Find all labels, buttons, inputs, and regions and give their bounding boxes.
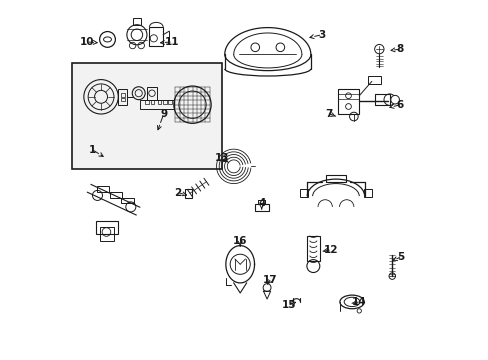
Bar [72,63,222,169]
Bar [145,100,148,104]
Text: 7: 7 [325,109,332,119]
Text: 13: 13 [215,153,229,163]
Bar [163,100,166,104]
Bar [118,89,127,105]
Text: 14: 14 [351,297,366,307]
Text: 9: 9 [160,109,167,119]
Bar [184,189,191,198]
Bar [306,235,319,261]
Bar [109,192,122,198]
Bar [363,189,371,197]
Text: 17: 17 [263,275,277,285]
Bar [121,98,124,101]
Text: 2: 2 [174,188,182,198]
Bar [140,100,174,109]
Bar [100,226,114,241]
Bar [337,89,359,114]
Text: 11: 11 [164,37,179,47]
Bar [325,175,346,182]
Text: 1: 1 [88,144,96,154]
Bar [168,100,172,104]
Bar [367,76,380,84]
Text: 10: 10 [80,37,95,47]
Text: 5: 5 [396,252,403,262]
Text: 12: 12 [323,245,337,255]
Bar [147,87,157,100]
Bar [375,94,389,105]
Bar [121,93,124,97]
Text: 3: 3 [317,30,325,40]
Bar [300,189,307,197]
Bar [121,198,133,203]
Bar [158,100,161,104]
Bar [96,221,118,234]
Text: 16: 16 [232,236,247,246]
Text: 8: 8 [396,44,403,54]
Text: 4: 4 [258,198,265,208]
Bar [254,204,268,211]
Bar [149,27,163,45]
Circle shape [390,95,399,104]
Text: 15: 15 [282,300,296,310]
Text: 6: 6 [396,100,403,110]
Bar [133,18,140,26]
Bar [97,186,109,192]
Bar [150,100,154,104]
